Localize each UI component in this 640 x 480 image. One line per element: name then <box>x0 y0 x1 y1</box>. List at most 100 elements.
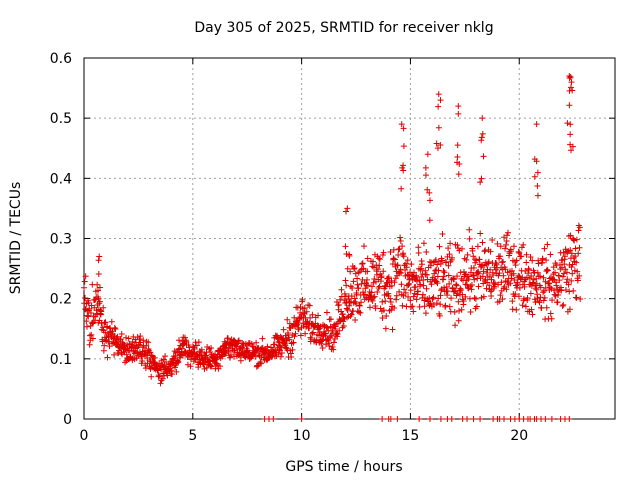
data-point <box>542 284 549 291</box>
data-point <box>558 264 565 271</box>
data-point <box>426 217 433 224</box>
data-point <box>424 151 431 158</box>
data-point <box>113 334 120 341</box>
x-tick-label: 15 <box>402 428 420 444</box>
data-point <box>302 330 309 337</box>
data-point <box>264 343 271 350</box>
data-point <box>362 285 369 292</box>
data-point <box>95 287 102 294</box>
data-point <box>335 301 342 308</box>
data-point <box>400 253 407 260</box>
data-point <box>573 259 580 266</box>
data-point <box>508 248 514 255</box>
data-point <box>344 314 351 321</box>
data-point <box>407 297 414 304</box>
data-point <box>464 251 471 258</box>
data-point <box>379 315 386 322</box>
data-point <box>397 238 404 245</box>
data-point <box>437 292 444 299</box>
data-point <box>473 257 480 264</box>
data-point <box>523 251 530 258</box>
data-point <box>494 240 501 247</box>
data-point <box>567 232 574 239</box>
data-point <box>323 309 330 316</box>
data-point <box>489 236 496 243</box>
data-point <box>532 285 539 292</box>
data-point <box>378 273 385 280</box>
data-point <box>503 241 510 248</box>
data-point <box>117 336 124 343</box>
data-point <box>162 353 169 360</box>
data-point <box>371 293 378 300</box>
data-point <box>142 365 149 372</box>
data-point <box>502 266 509 273</box>
data-point <box>574 277 581 284</box>
data-point <box>98 320 105 327</box>
data-point <box>213 360 220 367</box>
data-point <box>399 243 406 250</box>
data-point <box>125 335 132 342</box>
data-point <box>385 274 392 281</box>
data-point <box>292 330 299 337</box>
data-point <box>575 250 582 257</box>
data-point <box>393 292 400 299</box>
data-point <box>554 299 561 306</box>
data-point <box>235 337 242 344</box>
data-point <box>404 271 411 278</box>
y-tick-label: 0.5 <box>50 111 72 127</box>
data-point <box>421 297 428 304</box>
data-point <box>198 346 205 353</box>
data-point <box>217 363 224 370</box>
data-point <box>376 283 383 290</box>
data-point <box>544 266 551 273</box>
data-point <box>398 185 405 192</box>
data-point <box>454 153 461 160</box>
data-point <box>366 304 373 311</box>
data-point <box>139 358 146 365</box>
data-point <box>270 416 277 422</box>
data-point <box>408 261 415 268</box>
data-point <box>291 333 298 340</box>
data-point <box>533 286 540 293</box>
data-point <box>440 273 447 280</box>
data-point <box>353 300 360 307</box>
data-point <box>174 358 181 365</box>
data-point <box>344 205 351 212</box>
data-point <box>347 283 354 290</box>
data-point <box>427 416 434 422</box>
data-point <box>369 258 376 265</box>
data-point <box>148 373 155 380</box>
data-point <box>572 245 579 252</box>
data-point <box>349 284 356 291</box>
data-point <box>364 276 371 283</box>
data-point <box>344 265 351 272</box>
data-point <box>523 259 530 266</box>
data-point <box>447 240 454 247</box>
data-point <box>345 296 352 303</box>
data-point <box>360 265 367 272</box>
data-point <box>94 281 101 288</box>
data-point <box>380 268 387 275</box>
data-point <box>436 312 443 319</box>
data-point <box>178 345 185 352</box>
data-point <box>411 269 418 276</box>
data-point <box>444 292 451 299</box>
data-point <box>151 354 158 361</box>
data-point <box>553 282 560 289</box>
data-point <box>144 360 151 367</box>
data-point <box>528 306 535 313</box>
data-point <box>560 270 567 277</box>
data-point <box>440 276 447 283</box>
x-tick-label: 0 <box>80 428 89 444</box>
data-point <box>100 347 107 354</box>
data-point <box>481 248 488 255</box>
data-point <box>376 256 383 263</box>
data-point <box>88 319 95 326</box>
data-point <box>352 270 359 277</box>
x-tick-label: 20 <box>510 428 528 444</box>
data-point <box>137 333 144 340</box>
data-point <box>346 251 353 258</box>
data-point <box>541 294 548 301</box>
data-point <box>343 282 350 289</box>
data-point <box>123 334 130 341</box>
